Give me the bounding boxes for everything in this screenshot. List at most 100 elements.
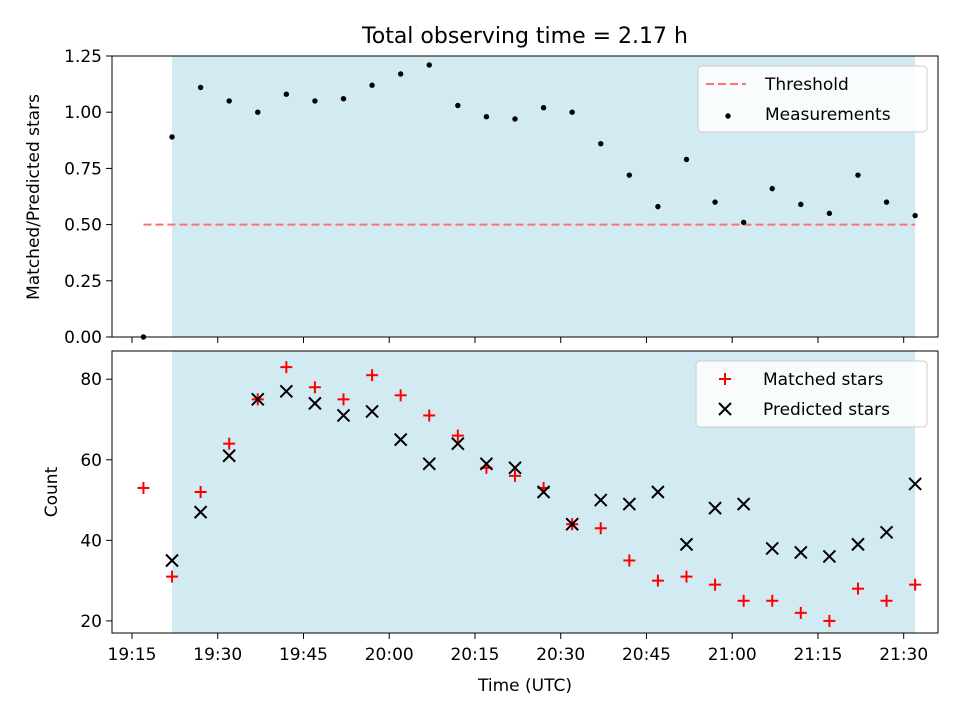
matched-star-point: [851, 582, 864, 595]
x-stroke-b: [765, 541, 779, 556]
measurement-point: [455, 102, 461, 109]
y-tick-label: 0.75: [64, 159, 102, 179]
predicted-star-point: [708, 501, 722, 515]
x-stroke-b: [479, 457, 494, 471]
measurement-point: [655, 203, 661, 210]
measurement-point: [483, 113, 490, 120]
matched-star-point: [194, 486, 207, 498]
matched-star-point: [709, 578, 722, 591]
predicted-star-point: [908, 477, 922, 491]
x-stroke-b: [279, 384, 294, 398]
x-tick-label: 19:30: [193, 645, 242, 665]
legend-threshold-label: Threshold: [764, 75, 849, 95]
predicted-star-point: [479, 457, 494, 471]
predicted-star-point: [679, 537, 694, 552]
matched-star-point: [308, 381, 321, 394]
measurement-point: [312, 98, 318, 104]
x-stroke-b: [393, 432, 408, 447]
measurement-point: [426, 62, 432, 68]
legend-measurements-label: Measurements: [765, 105, 891, 125]
predicted-star-point: [279, 384, 294, 398]
legend-matched-label: Matched stars: [763, 370, 883, 390]
predicted-star-point: [822, 549, 837, 564]
predicted-star-point: [365, 404, 379, 419]
measurement-point: [769, 185, 775, 192]
measurement-point: [826, 210, 833, 217]
legend-measurements-swatch: [725, 113, 731, 119]
predicted-star-point: [251, 392, 265, 407]
x-tick-label: 19:45: [279, 645, 328, 665]
y-tick-label: 60: [80, 451, 102, 471]
y-tick-label: 1.25: [64, 47, 102, 67]
predicted-star-point: [565, 517, 579, 531]
y-tick-label: 80: [80, 370, 102, 390]
predicted-star-point: [794, 545, 808, 560]
x-stroke-b: [679, 537, 694, 552]
predicted-star-point: [308, 396, 322, 411]
measurement-point: [912, 212, 918, 219]
x-stroke-b: [365, 404, 379, 419]
predicted-star-point: [651, 485, 665, 499]
y-tick-label: 40: [80, 531, 102, 551]
matched-star-point: [423, 409, 436, 422]
x-stroke-b: [451, 436, 465, 451]
measurement-point: [569, 109, 575, 115]
matched-star-point: [909, 578, 922, 591]
x-tick-label: 20:00: [365, 645, 414, 665]
y-tick-label: 0.25: [64, 272, 102, 292]
x-stroke-b: [851, 537, 865, 552]
x-stroke-b: [651, 485, 665, 499]
chart-title: Total observing time = 2.17 h: [361, 24, 688, 49]
measurement-point: [169, 134, 175, 140]
y-tick-label: 0.00: [64, 328, 102, 348]
x-tick-label: 20:15: [450, 645, 499, 665]
bottom-plot-frame: [111, 350, 939, 634]
matched-star-point: [880, 594, 893, 607]
measurement-point: [683, 156, 690, 163]
measurement-point: [712, 199, 718, 205]
measurement-point: [512, 116, 518, 122]
matched-star-point: [508, 469, 521, 482]
matched-star-point: [651, 574, 664, 587]
measurement-point: [883, 199, 890, 205]
top-plot-frame: [111, 55, 939, 338]
x-tick-label: 20:30: [536, 645, 585, 665]
measurement-point: [740, 219, 747, 226]
predicted-star-point: [393, 432, 408, 447]
predicted-star-point: [536, 485, 551, 499]
x-tick-label: 21:00: [708, 645, 757, 665]
matched-star-point: [280, 361, 293, 374]
top-x-ticks: [131, 337, 905, 343]
matched-star-point: [823, 614, 836, 627]
y-tick-label: 1.00: [64, 103, 102, 123]
predicted-star-point: [851, 537, 865, 552]
matched-star-point: [137, 481, 150, 494]
x-stroke-b: [736, 497, 751, 511]
x-stroke-b: [908, 477, 922, 491]
top-legend: Threshold Measurements: [697, 65, 928, 133]
predicted-star-point: [451, 436, 465, 451]
predicted-star-point: [193, 505, 208, 519]
bottom-legend: Matched stars Predicted stars: [695, 360, 928, 428]
x-tick-label: 21:15: [793, 645, 842, 665]
x-stroke-b: [565, 517, 579, 531]
y-tick-label: 0.50: [64, 216, 102, 236]
x-stroke-b: [708, 501, 722, 515]
x-stroke-b: [822, 549, 837, 564]
predicted-star-point: [736, 497, 751, 511]
predicted-star-point: [222, 449, 236, 463]
matched-star-point: [766, 594, 779, 607]
x-stroke-b: [622, 497, 637, 511]
measurement-point: [197, 84, 204, 91]
predicted-star-point: [422, 457, 436, 471]
predicted-star-point: [879, 525, 894, 539]
x-stroke-b: [879, 525, 894, 539]
x-stroke-b: [536, 485, 551, 499]
measurement-points: [140, 62, 918, 340]
measurement-point: [255, 109, 261, 115]
x-tick-label: 21:30: [879, 645, 928, 665]
top-y-axis-label: Matched/Predicted stars: [24, 94, 44, 300]
x-tick-label: 20:45: [622, 645, 671, 665]
matched-star-point: [223, 437, 236, 450]
